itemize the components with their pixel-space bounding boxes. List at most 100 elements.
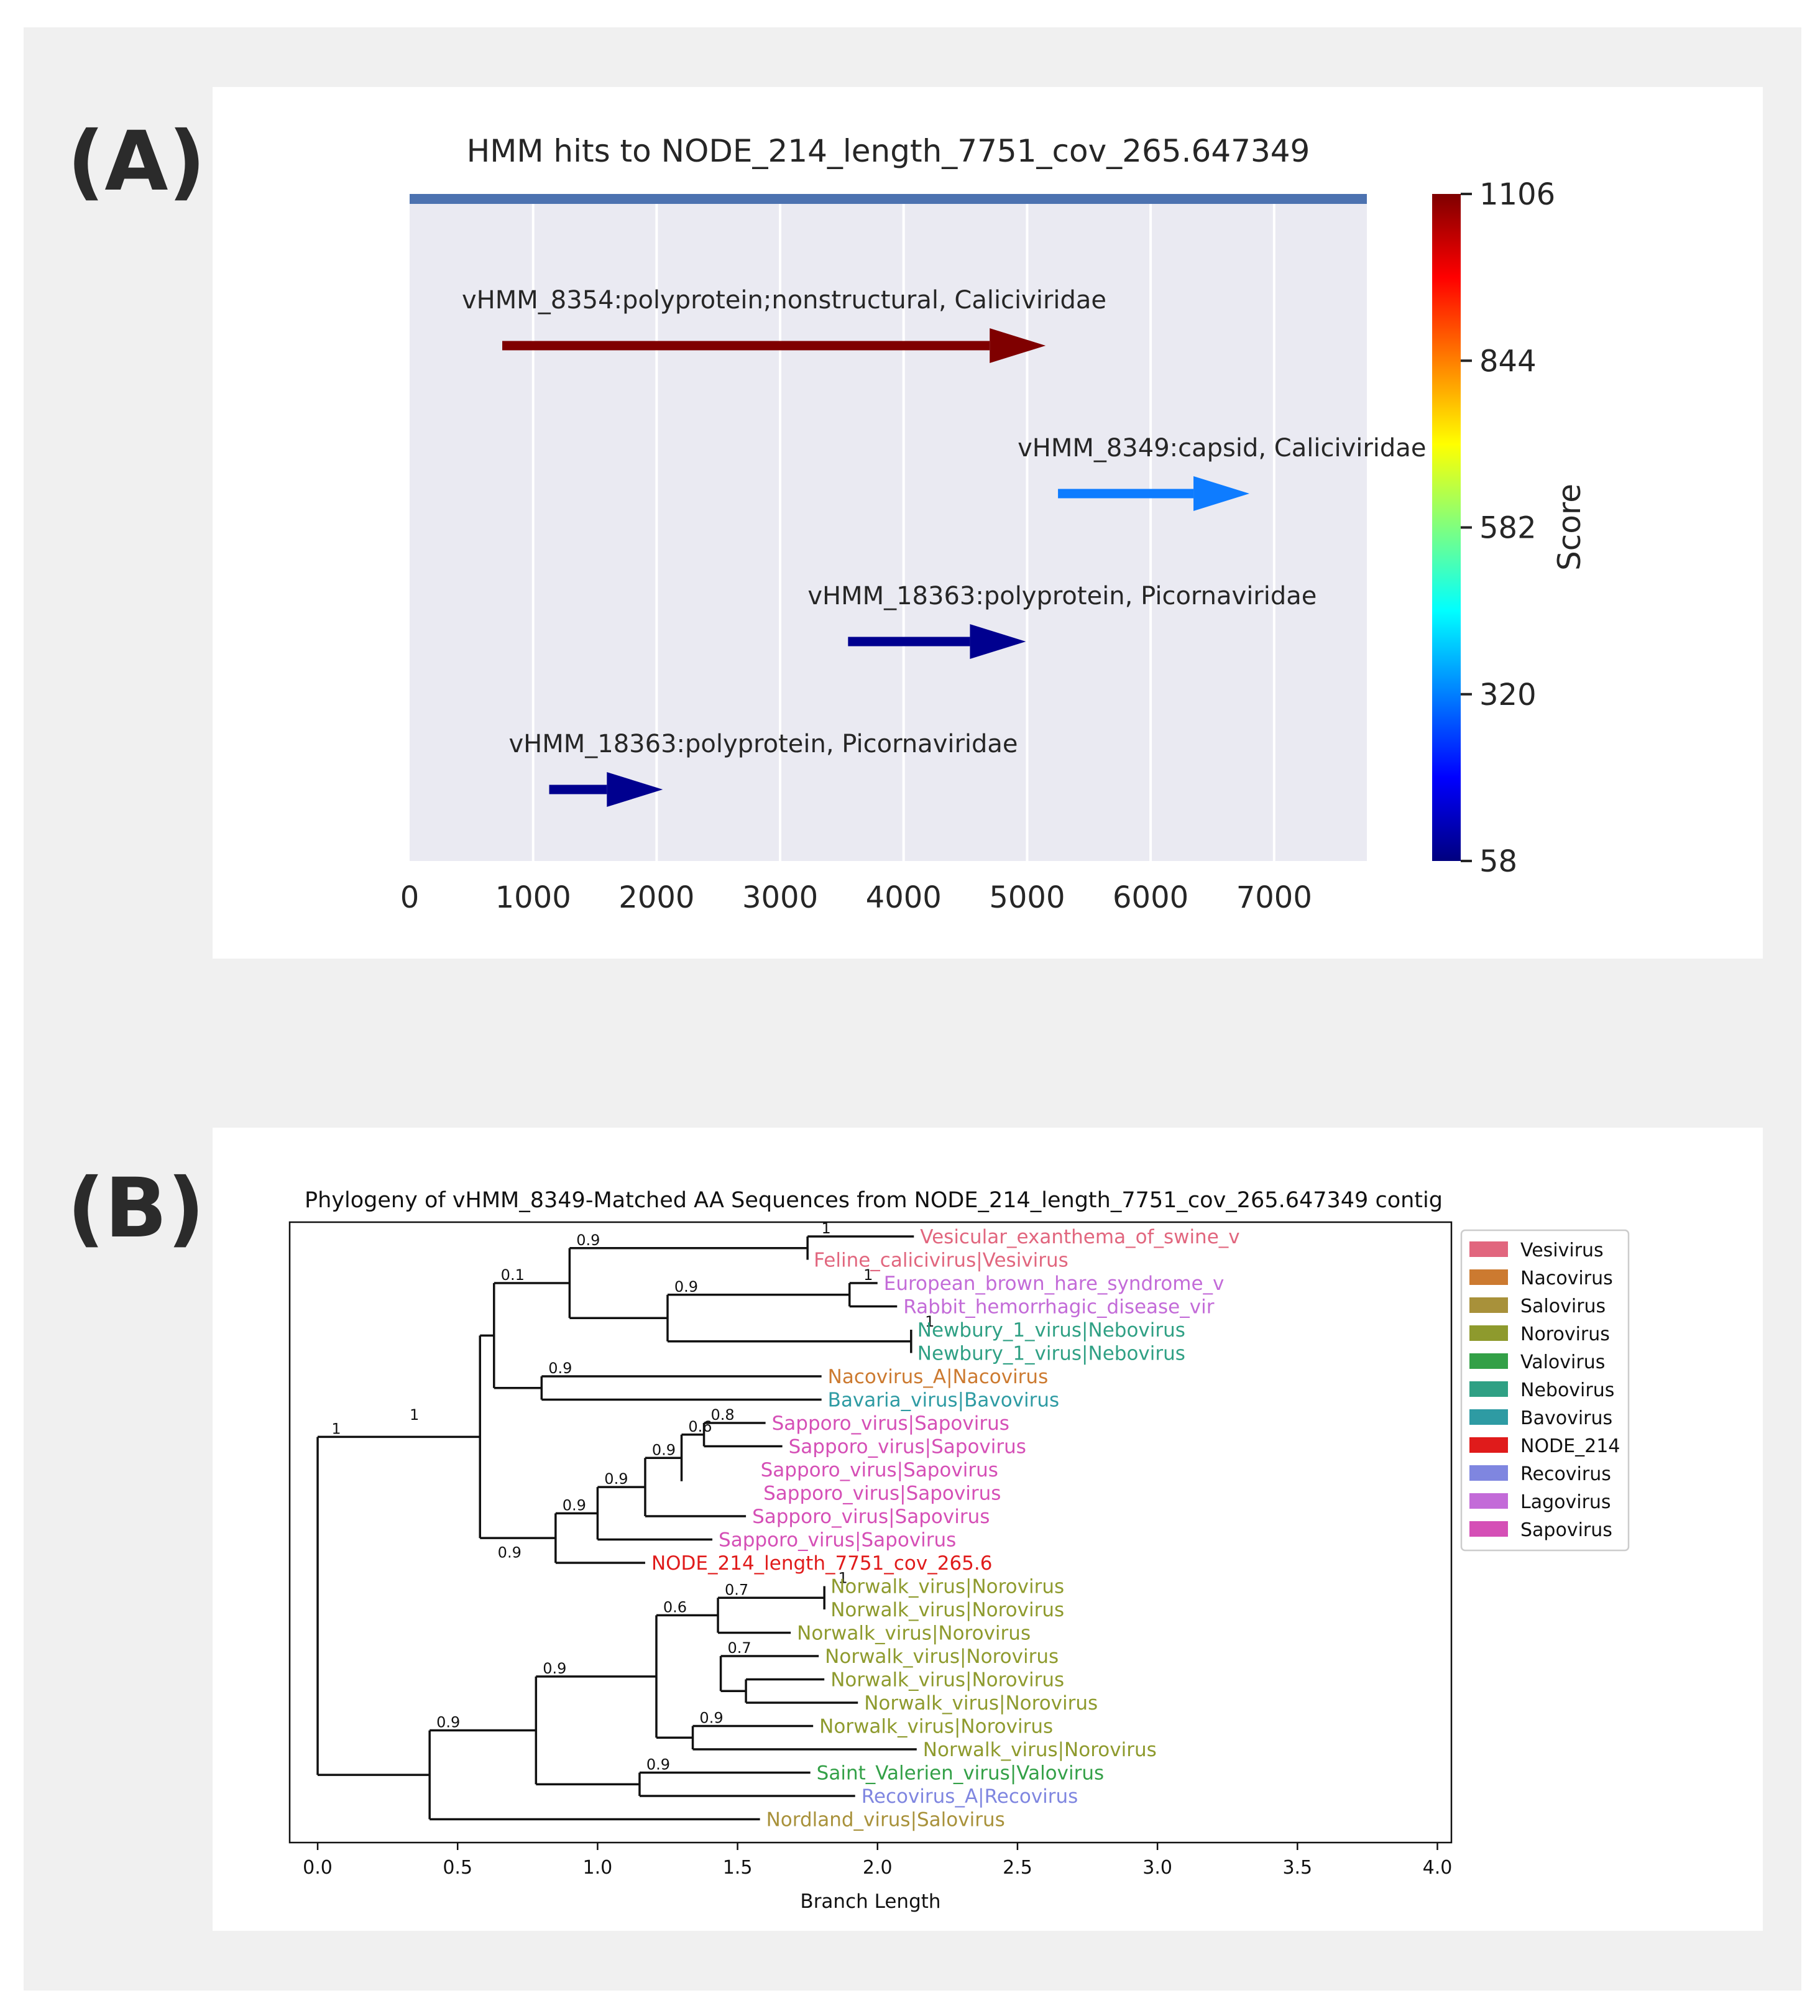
legend-label: Nacovirus bbox=[1520, 1268, 1613, 1289]
support-value: 0.9 bbox=[646, 1756, 670, 1774]
support-value: 0.9 bbox=[563, 1496, 586, 1514]
x-tick-label: 3.5 bbox=[1282, 1857, 1312, 1879]
tree-title: Phylogeny of vHMM_8349-Matched AA Sequen… bbox=[305, 1188, 1443, 1213]
leaf-label: Sapporo_virus|Sapovirus bbox=[772, 1412, 1009, 1435]
leaf-label: Vesicular_exanthema_of_swine_v bbox=[920, 1226, 1239, 1248]
leaf-label: Bavaria_virus|Bavovirus bbox=[828, 1389, 1059, 1412]
leaf-label: Saint_Valerien_virus|Valovirus bbox=[817, 1762, 1104, 1785]
legend-swatch bbox=[1469, 1353, 1508, 1369]
legend-label: Nebovirus bbox=[1520, 1379, 1614, 1401]
hit-arrow-head bbox=[970, 624, 1026, 659]
panel-label-b: (B) bbox=[67, 1161, 205, 1256]
x-tick-label: 4.0 bbox=[1423, 1857, 1453, 1879]
leaf-label: Norwalk_virus|Norovirus bbox=[830, 1576, 1064, 1598]
leaf-label: Sapporo_virus|Sapovirus bbox=[761, 1459, 998, 1481]
x-tick-label: 5000 bbox=[989, 880, 1065, 915]
phylogeny-chart: Phylogeny of vHMM_8349-Matched AA Sequen… bbox=[288, 1188, 1630, 1913]
legend-label: NODE_214 bbox=[1520, 1435, 1620, 1457]
x-tick-label: 3000 bbox=[742, 880, 818, 915]
x-tick-label: 0.5 bbox=[443, 1857, 472, 1879]
panel-label-a: (A) bbox=[67, 114, 206, 209]
legend-swatch bbox=[1469, 1437, 1508, 1453]
x-tick-label: 2.0 bbox=[863, 1857, 893, 1879]
support-value: 0.9 bbox=[498, 1544, 522, 1561]
leaf-label: European_brown_hare_syndrome_v bbox=[884, 1273, 1225, 1295]
hit-arrow-head bbox=[990, 328, 1046, 363]
legend-label: Salovirus bbox=[1520, 1296, 1606, 1317]
leaf-label: Nacovirus_A|Nacovirus bbox=[828, 1366, 1049, 1388]
legend-swatch bbox=[1469, 1269, 1508, 1285]
legend-label: Valovirus bbox=[1520, 1351, 1605, 1373]
legend-label: Vesivirus bbox=[1520, 1240, 1604, 1261]
support-value: 0.6 bbox=[688, 1418, 712, 1435]
colorbar-tick-label: 844 bbox=[1479, 344, 1537, 379]
leaf-label: Norwalk_virus|Norovirus bbox=[825, 1645, 1059, 1668]
leaf-label: Nordland_virus|Salovirus bbox=[766, 1809, 1005, 1831]
x-tick-label: 4000 bbox=[866, 880, 942, 915]
legend-label: Norovirus bbox=[1520, 1323, 1610, 1345]
panel-a-hmm-hits: 0 1000 2000 3000 4000 5000 6000 7000 HMM hits to… bbox=[213, 87, 1763, 959]
x-tick-label: 1.0 bbox=[583, 1857, 613, 1879]
legend-swatch bbox=[1469, 1297, 1508, 1313]
x-tick-label: 6000 bbox=[1113, 880, 1188, 915]
support-value: 0.9 bbox=[543, 1660, 566, 1677]
hit-arrow-shaft bbox=[848, 637, 970, 647]
leaf-label: Sapporo_virus|Sapovirus bbox=[789, 1436, 1026, 1458]
leaf-label: Sapporo_virus|Sapovirus bbox=[719, 1529, 956, 1552]
chart-title: HMM hits to NODE_214_length_7751_cov_265… bbox=[467, 133, 1310, 169]
leaf-label: Newbury_1_virus|Nebovirus bbox=[917, 1343, 1185, 1365]
x-tick-label: 1.5 bbox=[723, 1857, 753, 1879]
support-value: 1 bbox=[863, 1266, 873, 1284]
support-value: 1 bbox=[839, 1570, 848, 1587]
support-value: 0.9 bbox=[548, 1360, 572, 1377]
hit-label: vHMM_18363:polyprotein, Picornaviridae bbox=[807, 582, 1317, 610]
legend-swatch bbox=[1469, 1409, 1508, 1425]
support-value: 0.9 bbox=[652, 1441, 676, 1458]
leaf-label: NODE_214_length_7751_cov_265.6 bbox=[651, 1552, 993, 1575]
legend-label: Lagovirus bbox=[1520, 1491, 1611, 1513]
x-tick-label: 3.0 bbox=[1142, 1857, 1172, 1879]
hit-arrow-shaft bbox=[502, 341, 990, 351]
legend-label: Recovirus bbox=[1520, 1463, 1611, 1485]
legend-label: Sapovirus bbox=[1520, 1519, 1612, 1541]
x-tick-label: 7000 bbox=[1236, 880, 1312, 915]
leaf-label: Recovirus_A|Recovirus bbox=[862, 1785, 1078, 1808]
hit-arrow-head bbox=[1193, 476, 1250, 511]
plot-area bbox=[410, 194, 1367, 861]
hit-arrow-head bbox=[607, 772, 663, 807]
colorbar-tick-label: 1106 bbox=[1479, 177, 1555, 212]
legend-swatch bbox=[1469, 1241, 1508, 1257]
colorbar-tick-label: 58 bbox=[1479, 844, 1517, 879]
legend-swatch bbox=[1469, 1465, 1508, 1481]
support-value: 1 bbox=[410, 1406, 419, 1424]
support-value: 0.9 bbox=[674, 1278, 698, 1296]
leaf-label: Sapporo_virus|Sapovirus bbox=[763, 1483, 1001, 1505]
contig-bar bbox=[410, 194, 1367, 204]
support-value: 0.7 bbox=[727, 1639, 751, 1657]
support-value: 1 bbox=[331, 1420, 341, 1438]
hit-label: vHMM_18363:polyprotein, Picornaviridae bbox=[509, 730, 1018, 758]
leaf-label: Norwalk_virus|Norovirus bbox=[864, 1692, 1098, 1715]
x-tick-label: 1000 bbox=[495, 880, 571, 915]
leaf-label: Newbury_1_virus|Nebovirus bbox=[917, 1319, 1185, 1342]
leaf-label: Norwalk_virus|Norovirus bbox=[797, 1622, 1031, 1645]
hit-label: vHMM_8354:polyprotein;nonstructural, Cal… bbox=[462, 286, 1106, 315]
support-value: 0.9 bbox=[576, 1231, 600, 1249]
support-value: 0.9 bbox=[604, 1470, 628, 1488]
colorbar bbox=[1432, 194, 1461, 861]
leaf-label: Sapporo_virus|Sapovirus bbox=[752, 1506, 990, 1528]
leaf-label: Feline_calicivirus|Vesivirus bbox=[814, 1250, 1069, 1272]
panel-b-phylogeny: Phylogeny of vHMM_8349-Matched AA Sequen… bbox=[213, 1128, 1763, 1931]
support-value: 1 bbox=[822, 1220, 831, 1237]
hit-label: vHMM_8349:capsid, Caliciviridae bbox=[1018, 434, 1426, 463]
x-axis-label: Branch Length bbox=[800, 1890, 940, 1913]
legend-swatch bbox=[1469, 1521, 1508, 1537]
colorbar-tick-label: 582 bbox=[1479, 511, 1537, 546]
support-value: 0.9 bbox=[436, 1714, 460, 1731]
support-value: 0.1 bbox=[501, 1266, 525, 1284]
leaf-label: Rabbit_hemorrhagic_disease_vir bbox=[903, 1296, 1214, 1319]
x-tick-label: 0.0 bbox=[303, 1857, 333, 1879]
legend-label: Bavovirus bbox=[1520, 1407, 1612, 1429]
x-tick-label: 2000 bbox=[618, 880, 694, 915]
x-tick-label: 0 bbox=[400, 880, 420, 915]
